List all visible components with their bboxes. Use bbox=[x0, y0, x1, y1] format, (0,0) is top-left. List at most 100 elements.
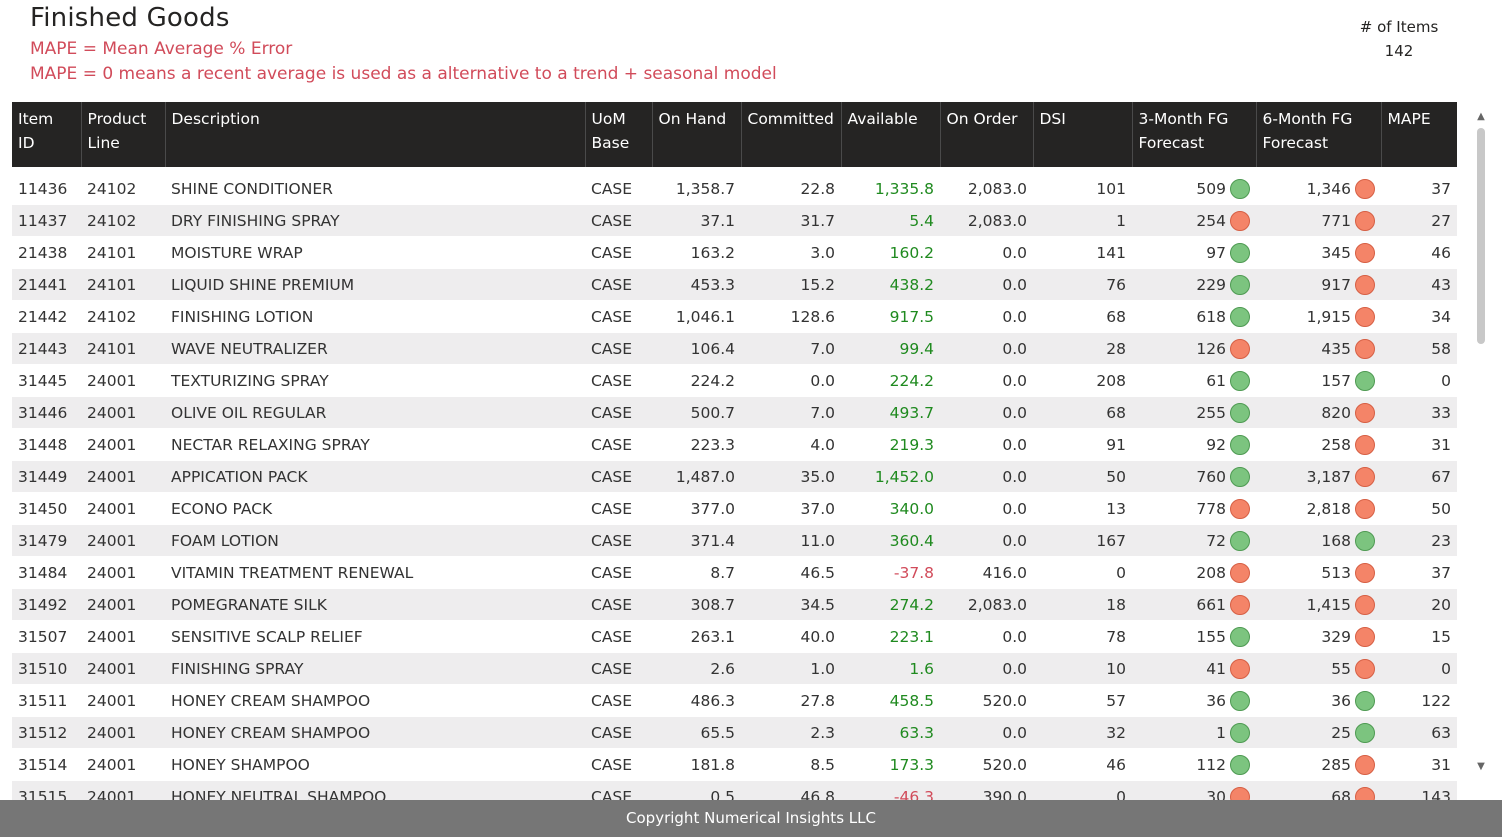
cell-item-id: 31484 bbox=[12, 556, 81, 589]
table-row[interactable]: 11436 24102 SHINE CONDITIONER CASE 1,358.7 22… bbox=[12, 167, 1457, 205]
cell-on-order: 416.0 bbox=[940, 556, 1033, 589]
cell-on-hand: 0.5 bbox=[652, 780, 741, 800]
cell-6-month-forecast: 820 bbox=[1256, 396, 1381, 429]
status-red-circle-icon bbox=[1230, 594, 1250, 615]
cell-3-month-forecast-value: 778 bbox=[1196, 499, 1226, 518]
scroll-down-arrow-icon[interactable]: ▼ bbox=[1477, 761, 1485, 772]
scroll-up-arrow-icon[interactable]: ▲ bbox=[1477, 111, 1485, 122]
cell-uom-base: CASE bbox=[585, 716, 652, 749]
cell-product-line: 24102 bbox=[81, 167, 165, 205]
table-row[interactable]: 31445 24001 TEXTURIZING SPRAY CASE 224.2 0.0 2… bbox=[12, 364, 1457, 397]
cell-description: HONEY NEUTRAL SHAMPOO bbox=[165, 780, 585, 800]
status-red-circle-icon bbox=[1355, 402, 1375, 423]
col-header-3-month-forecast[interactable]: 3-Month FG Forecast bbox=[1132, 102, 1257, 167]
col-header-dsi[interactable]: DSI bbox=[1033, 102, 1133, 167]
cell-uom-base: CASE bbox=[585, 780, 652, 800]
col-header-on-hand[interactable]: On Hand bbox=[652, 102, 742, 167]
cell-description: TEXTURIZING SPRAY bbox=[165, 364, 585, 397]
table-row[interactable]: 11437 24102 DRY FINISHING SPRAY CASE 37.1 31.… bbox=[12, 204, 1457, 237]
cell-dsi: 46 bbox=[1033, 748, 1132, 781]
col-header-description[interactable]: Description bbox=[165, 102, 586, 167]
cell-description: ECONO PACK bbox=[165, 492, 585, 525]
cell-3-month-forecast-value: 208 bbox=[1196, 563, 1226, 582]
cell-6-month-forecast: 258 bbox=[1256, 428, 1381, 461]
table-row[interactable]: 31479 24001 FOAM LOTION CASE 371.4 11.0 360.4 0… bbox=[12, 524, 1457, 557]
table-row[interactable]: 31448 24001 NECTAR RELAXING SPRAY CASE 223.3… bbox=[12, 428, 1457, 461]
table-row[interactable]: 31510 24001 FINISHING SPRAY CASE 2.6 1.0 1.6 0.… bbox=[12, 652, 1457, 685]
cell-3-month-forecast: 760 bbox=[1132, 460, 1256, 493]
table-row[interactable]: 21438 24101 MOISTURE WRAP CASE 163.2 3.0 160.2… bbox=[12, 236, 1457, 269]
cell-item-id: 31510 bbox=[12, 652, 81, 685]
cell-3-month-forecast-value: 1 bbox=[1216, 723, 1226, 742]
cell-committed: 15.2 bbox=[741, 268, 841, 301]
cell-on-order: 2,083.0 bbox=[940, 167, 1033, 205]
cell-mape: 15 bbox=[1381, 620, 1457, 653]
cell-available: 1.6 bbox=[841, 652, 940, 685]
cell-uom-base: CASE bbox=[585, 748, 652, 781]
cell-available: -37.8 bbox=[841, 556, 940, 589]
cell-dsi: 57 bbox=[1033, 684, 1132, 717]
table-row[interactable]: 31512 24001 HONEY CREAM SHAMPOO CASE 65.5 2.3… bbox=[12, 716, 1457, 749]
cell-dsi: 91 bbox=[1033, 428, 1132, 461]
col-header-mape[interactable]: MAPE bbox=[1381, 102, 1457, 167]
cell-on-order: 390.0 bbox=[940, 780, 1033, 800]
cell-3-month-forecast-value: 41 bbox=[1206, 659, 1226, 678]
table-scrollbar[interactable]: ▲ ▼ bbox=[1474, 106, 1488, 776]
cell-available: 223.1 bbox=[841, 620, 940, 653]
col-header-available[interactable]: Available bbox=[841, 102, 941, 167]
cell-mape: 37 bbox=[1381, 556, 1457, 589]
cell-mape: 20 bbox=[1381, 588, 1457, 621]
table-row[interactable]: 31446 24001 OLIVE OIL REGULAR CASE 500.7 7.0 4… bbox=[12, 396, 1457, 429]
cell-product-line: 24102 bbox=[81, 300, 165, 333]
cell-available: 5.4 bbox=[841, 204, 940, 237]
cell-committed: 46.5 bbox=[741, 556, 841, 589]
cell-3-month-forecast: 30 bbox=[1132, 780, 1256, 800]
cell-6-month-forecast-value: 513 bbox=[1321, 563, 1351, 582]
col-header-uom-base[interactable]: UoM Base bbox=[585, 102, 653, 167]
status-green-circle-icon bbox=[1230, 306, 1250, 327]
table-row[interactable]: 31484 24001 VITAMIN TREATMENT RENEWAL CASE 8… bbox=[12, 556, 1457, 589]
cell-6-month-forecast-value: 68 bbox=[1331, 787, 1351, 801]
cell-committed: 0.0 bbox=[741, 364, 841, 397]
cell-description: HONEY CREAM SHAMPOO bbox=[165, 716, 585, 749]
cell-uom-base: CASE bbox=[585, 652, 652, 685]
col-header-committed[interactable]: Committed bbox=[741, 102, 842, 167]
page-title: Finished Goods bbox=[30, 3, 230, 33]
cell-uom-base: CASE bbox=[585, 332, 652, 365]
cell-item-id: 31448 bbox=[12, 428, 81, 461]
status-green-circle-icon bbox=[1230, 242, 1250, 263]
cell-dsi: 68 bbox=[1033, 396, 1132, 429]
col-header-6-month-forecast[interactable]: 6-Month FG Forecast bbox=[1256, 102, 1382, 167]
table-row[interactable]: 31515 24001 HONEY NEUTRAL SHAMPOO CASE 0.5 46… bbox=[12, 780, 1457, 801]
cell-description: FINISHING LOTION bbox=[165, 300, 585, 333]
status-green-circle-icon bbox=[1230, 690, 1250, 711]
cell-description: MOISTURE WRAP bbox=[165, 236, 585, 269]
col-header-on-order[interactable]: On Order bbox=[940, 102, 1034, 167]
item-count-value: 142 bbox=[1384, 42, 1414, 60]
cell-6-month-forecast-value: 3,187 bbox=[1306, 467, 1351, 486]
cell-on-hand: 308.7 bbox=[652, 588, 741, 621]
status-red-circle-icon bbox=[1230, 786, 1250, 800]
table-row[interactable]: 31514 24001 HONEY SHAMPOO CASE 181.8 8.5 173.3… bbox=[12, 748, 1457, 781]
scrollbar-thumb[interactable] bbox=[1477, 128, 1485, 344]
table-row[interactable]: 21442 24102 FINISHING LOTION CASE 1,046.1 128… bbox=[12, 300, 1457, 333]
table-row[interactable]: 31511 24001 HONEY CREAM SHAMPOO CASE 486.3 27… bbox=[12, 684, 1457, 717]
cell-description: NECTAR RELAXING SPRAY bbox=[165, 428, 585, 461]
table-row[interactable]: 31492 24001 POMEGRANATE SILK CASE 308.7 34.5 2… bbox=[12, 588, 1457, 621]
cell-3-month-forecast: 112 bbox=[1132, 748, 1256, 781]
table-row[interactable]: 21443 24101 WAVE NEUTRALIZER CASE 106.4 7.0 99… bbox=[12, 332, 1457, 365]
table-row[interactable]: 31449 24001 APPICATION PACK CASE 1,487.0 35.0… bbox=[12, 460, 1457, 493]
table-row[interactable]: 21441 24101 LIQUID SHINE PREMIUM CASE 453.3 1… bbox=[12, 268, 1457, 301]
cell-6-month-forecast-value: 435 bbox=[1321, 339, 1351, 358]
col-header-item-id[interactable]: Item ID bbox=[12, 102, 82, 167]
status-green-circle-icon bbox=[1355, 370, 1375, 391]
col-header-product-line[interactable]: Product Line bbox=[81, 102, 166, 167]
cell-item-id: 21438 bbox=[12, 236, 81, 269]
status-green-circle-icon bbox=[1230, 274, 1250, 295]
table-row[interactable]: 31507 24001 SENSITIVE SCALP RELIEF CASE 263.… bbox=[12, 620, 1457, 653]
cell-on-hand: 37.1 bbox=[652, 204, 741, 237]
cell-item-id: 31479 bbox=[12, 524, 81, 557]
cell-uom-base: CASE bbox=[585, 236, 652, 269]
table-row[interactable]: 31450 24001 ECONO PACK CASE 377.0 37.0 340.0 0.… bbox=[12, 492, 1457, 525]
cell-available: 917.5 bbox=[841, 300, 940, 333]
